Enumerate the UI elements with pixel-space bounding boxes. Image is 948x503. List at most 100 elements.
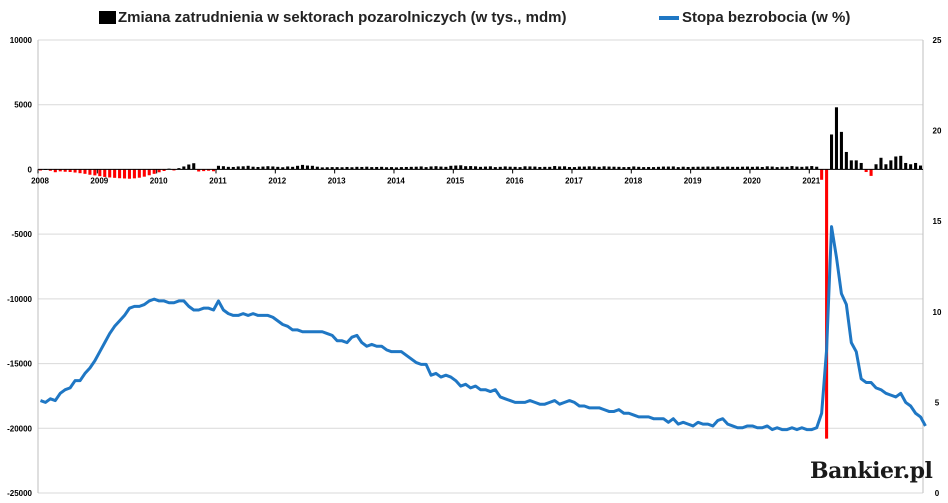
bar: [216, 165, 220, 170]
bar: [652, 167, 656, 170]
bar: [760, 166, 764, 170]
x-tick-label: 2012: [268, 176, 286, 185]
bar: [192, 163, 196, 170]
bar: [849, 160, 853, 170]
grid-lines: [38, 39, 923, 494]
bar: [360, 166, 364, 170]
bar: [345, 166, 349, 170]
bar: [439, 166, 443, 170]
bar: [429, 166, 433, 170]
bar: [607, 166, 611, 170]
x-tick-label: 2014: [387, 176, 405, 185]
y-left-tick-label: -5000: [12, 230, 33, 239]
bar: [617, 166, 621, 170]
bar: [839, 131, 843, 170]
bar: [276, 166, 280, 170]
x-tick-label: 2008: [31, 176, 49, 185]
y-left-tick-label: 10000: [10, 36, 33, 45]
bar: [642, 167, 646, 170]
bar: [577, 166, 581, 170]
bar: [152, 169, 156, 174]
bar: [726, 166, 730, 170]
bar: [202, 169, 206, 172]
bar: [647, 166, 651, 170]
bar: [671, 166, 675, 170]
y-right-tick-label: 5: [935, 398, 940, 407]
bar: [122, 169, 127, 179]
bar: [553, 166, 557, 170]
bar: [266, 166, 270, 170]
y-axis-right: 25 20 15 10 5 0: [922, 36, 942, 498]
x-tick-label: 2013: [328, 176, 346, 185]
bar: [246, 165, 250, 170]
bar: [63, 169, 67, 172]
x-tick-label: 2017: [565, 176, 583, 185]
bar: [701, 166, 705, 170]
y-right-tick-label: 25: [933, 36, 942, 45]
bar: [637, 166, 641, 170]
bar: [572, 167, 576, 170]
y-left-tick-label: -20000: [7, 424, 32, 433]
bar: [741, 166, 745, 170]
bar: [340, 167, 344, 170]
legend-swatch-bar: [99, 11, 116, 24]
bar: [488, 166, 492, 170]
bar: [88, 169, 92, 175]
bar: [73, 169, 77, 173]
bar: [844, 151, 848, 170]
bar: [93, 169, 97, 176]
bar: [305, 165, 309, 170]
bar: [820, 169, 824, 180]
bar: [236, 166, 240, 170]
bar: [721, 166, 725, 170]
bar: [919, 165, 923, 170]
bar: [58, 169, 62, 172]
bar: [582, 166, 586, 170]
unemployment-line: [39, 225, 927, 432]
bar: [108, 169, 112, 178]
bar: [587, 166, 591, 170]
bar: [597, 166, 601, 170]
legend: Zmiana zatrudnienia w sektorach pozaroln…: [0, 9, 948, 31]
bar: [834, 107, 839, 170]
bar: [315, 166, 319, 170]
bar: [548, 166, 552, 170]
bar: [765, 166, 769, 170]
legend-item-unemployment: Stopa bezrobocia (w %): [659, 9, 850, 26]
bar: [320, 167, 324, 170]
y-axis-left: 10000 5000 0 -5000 -10000 -15000 -20000 -25000: [7, 36, 39, 498]
bar: [38, 169, 43, 171]
bar: [464, 166, 468, 170]
legend-label-employment: Zmiana zatrudnienia w sektorach pozaroln…: [118, 9, 567, 26]
employment-bars: [38, 107, 923, 439]
bar: [563, 166, 567, 170]
bar: [182, 166, 186, 170]
bar: [271, 166, 275, 170]
bar: [612, 166, 616, 170]
bar: [785, 166, 789, 170]
bar: [375, 166, 379, 170]
bar: [755, 166, 759, 170]
bar: [474, 166, 478, 170]
y-left-tick-label: -10000: [7, 295, 32, 304]
bar: [434, 166, 438, 170]
x-tick-label: 2009: [90, 176, 108, 185]
bar: [894, 156, 898, 170]
x-tick-label: 2011: [209, 176, 227, 185]
bar: [691, 166, 695, 170]
bar: [142, 169, 146, 177]
bar: [889, 160, 893, 170]
bar: [325, 167, 329, 170]
bar: [567, 166, 572, 170]
y-right-tick-label: 0: [935, 489, 940, 498]
bar: [444, 166, 448, 170]
bar: [226, 166, 230, 170]
bar: [78, 169, 82, 174]
bar: [231, 166, 235, 170]
bar: [656, 166, 661, 170]
bar: [869, 169, 873, 176]
bar: [523, 166, 527, 170]
bar: [459, 165, 463, 170]
legend-item-employment: Zmiana zatrudnienia w sektorach pozaroln…: [99, 9, 566, 26]
bar: [53, 169, 57, 173]
